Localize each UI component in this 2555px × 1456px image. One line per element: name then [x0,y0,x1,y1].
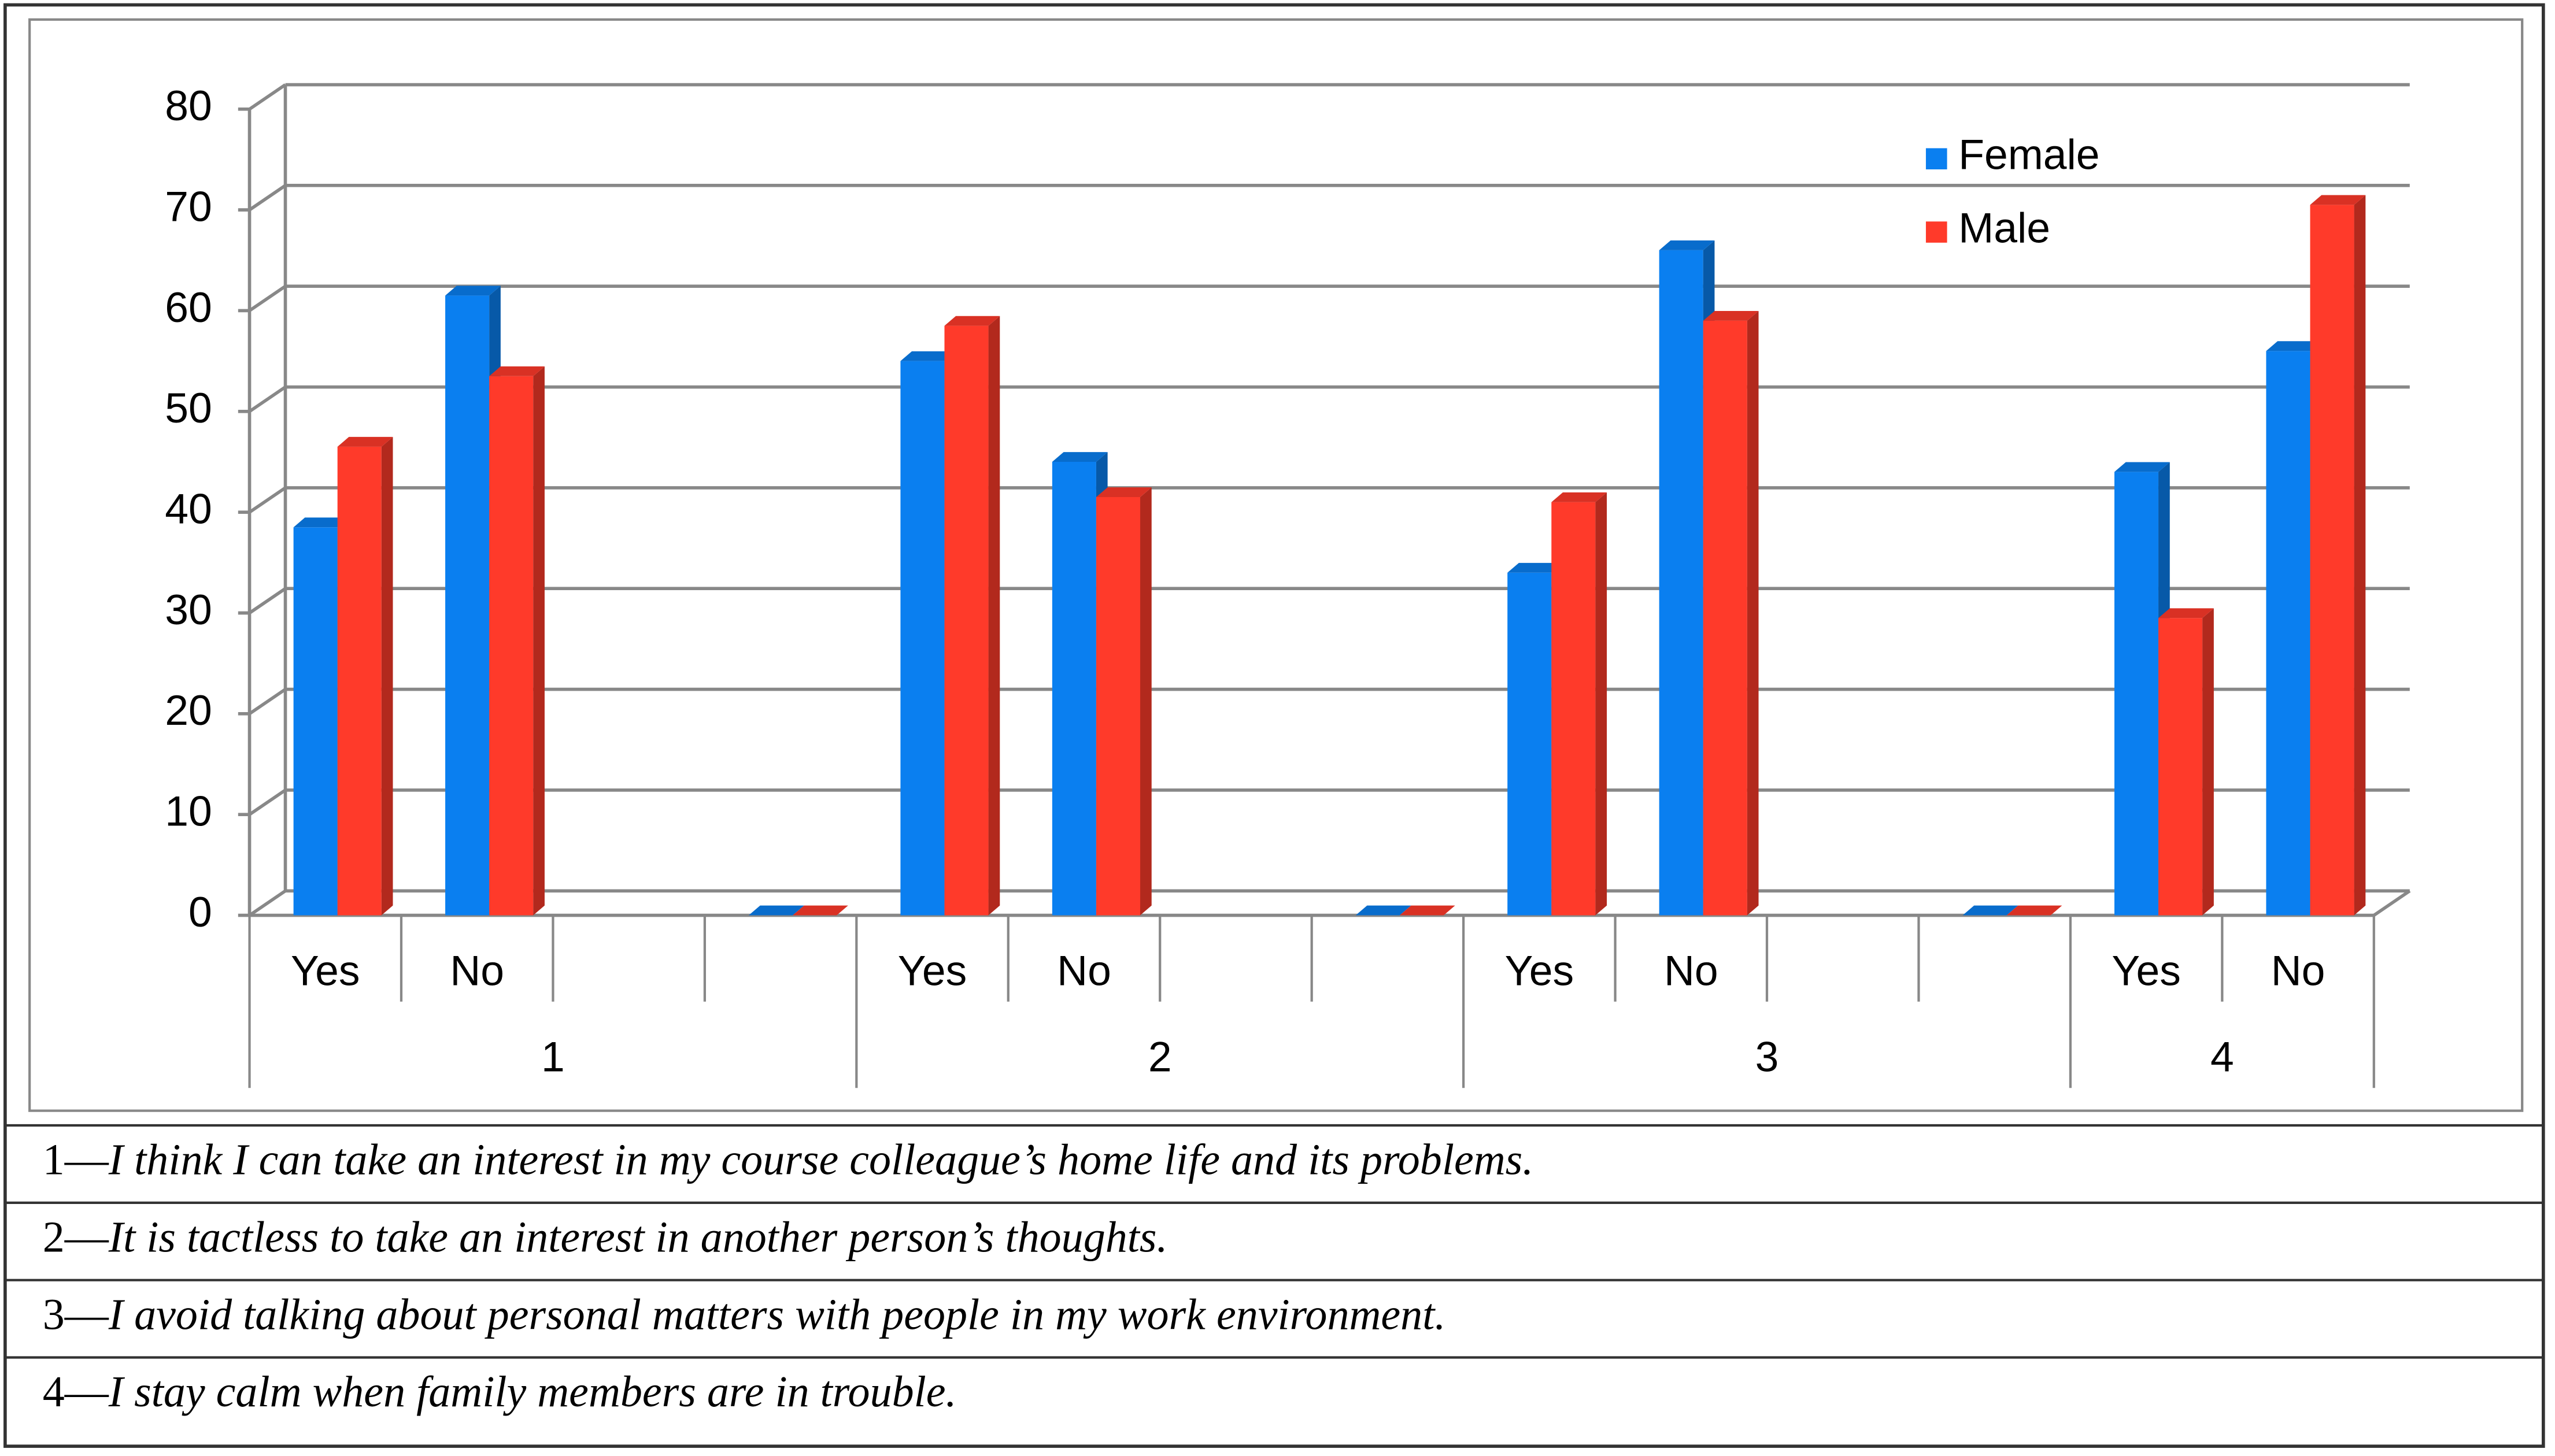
bar-top [2158,608,2214,618]
bar-top [489,366,545,376]
bar-top [1551,492,1607,502]
y-tick-label: 20 [165,687,212,734]
group-label: 1 [541,1033,565,1081]
x-tick-label: No [1057,947,1111,994]
legend-swatch [1925,221,1947,243]
grid-line [248,486,287,514]
grid-line [248,788,287,816]
bar [1703,320,1747,916]
note-key: 3— [43,1291,109,1339]
bar [2114,472,2159,916]
bar-side [1595,492,1607,916]
bar-top [748,905,804,916]
grid-line [248,83,287,111]
note-key: 4— [43,1368,109,1417]
bar-top [1962,905,2018,916]
bar-top [1507,562,1563,573]
x-tick-label: No [1664,947,1718,994]
bar-top [2114,462,2170,472]
bar-top [293,517,349,528]
bar-top [1096,487,1152,498]
y-tick-label: 0 [188,888,212,936]
bar-side [2202,608,2214,916]
bar-top [1355,905,1411,916]
grid-line [248,284,287,312]
note-text: It is tactless to take an interest in an… [108,1213,1168,1262]
bar [2266,351,2310,916]
x-tick-label: Yes [291,947,360,994]
chart-frame [28,18,2524,1112]
grid-line [248,889,287,917]
notes: 1—I think I can take an interest in my c… [5,1124,2543,1417]
grid-line [248,184,287,212]
bar-top [900,351,956,361]
bar-top [2006,905,2062,916]
y-tick-label: 50 [165,384,212,432]
x-tick-label: Yes [2112,947,2181,994]
note: 1—I think I can take an interest in my c… [43,1136,1534,1184]
grid-line [248,688,287,716]
bar [1659,250,1703,916]
group-label: 4 [2210,1033,2234,1081]
bar-top [793,905,848,916]
bar-side [1140,487,1152,916]
bar-top [2266,341,2322,351]
bar [1507,572,1552,916]
bar-top [1659,240,1715,250]
bar-top [944,316,1000,326]
bar [337,446,382,916]
group-label: 3 [1755,1033,1779,1081]
x-tick-label: Yes [1505,947,1574,994]
x-tick-label: No [450,947,504,994]
legend-swatch [1925,148,1947,170]
note: 3—I avoid talking about personal matters… [43,1291,1446,1339]
x-tick-label: No [2271,947,2325,994]
bar-side [1747,310,1759,916]
note: 4—I stay calm when family members are in… [43,1368,957,1417]
bar [489,376,534,916]
bar-top [1052,452,1108,462]
y-tick-label: 10 [165,788,212,835]
y-tick-label: 30 [165,586,212,633]
y-tick-label: 80 [165,82,212,129]
note-key: 2— [43,1213,109,1262]
bar [1096,497,1141,916]
bar [2158,618,2203,916]
bar [944,325,989,916]
y-tick-label: 40 [165,486,212,533]
y-tick-label: 60 [165,284,212,331]
bar-side [988,316,1000,916]
bar [293,527,338,916]
bar-top [2310,195,2366,205]
note-key: 1— [43,1136,109,1184]
bar-side [381,436,393,916]
note-text: I avoid talking about personal matters w… [108,1291,1446,1339]
note-text: I stay calm when family members are in t… [108,1368,957,1417]
bar-top [1399,905,1455,916]
bar-top [445,286,501,296]
bar-top [1703,310,1759,321]
grid-line [248,386,287,413]
group-label: 2 [1148,1033,1172,1081]
bar [2310,205,2354,916]
bar [445,295,490,916]
bar-side [533,366,545,916]
grid-line [248,587,287,614]
x-axis [2373,889,2411,917]
note: 2—It is tactless to take an interest in … [43,1213,1168,1262]
y-tick-label: 70 [165,183,212,230]
legend-label: Male [1958,204,2050,251]
x-tick-label: Yes [898,947,967,994]
bar [1052,461,1096,916]
legend-label: Female [1958,131,2099,179]
bar [1551,502,1596,916]
note-text: I think I can take an interest in my cou… [108,1136,1534,1184]
bar-side [2354,195,2366,916]
bar-top [337,436,393,447]
bar [900,361,945,916]
